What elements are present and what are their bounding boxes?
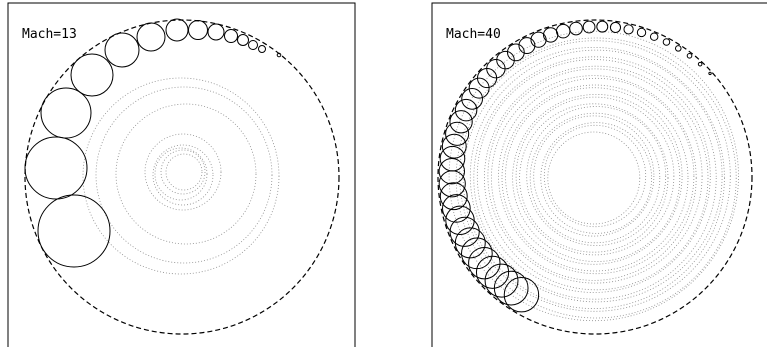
circle-chain (24, 18, 282, 268)
guide-circle (144, 133, 222, 211)
chain-circle (276, 52, 282, 58)
panel-frame (7, 2, 356, 347)
chain-circle (503, 277, 540, 313)
chain-circle (609, 21, 622, 33)
guide-circle (498, 77, 695, 275)
guide-circle (95, 86, 273, 264)
panel-mach-40: Mach=40 (431, 2, 767, 347)
chain-circle (697, 61, 703, 67)
chain-circle (248, 40, 258, 50)
chain-circle (439, 145, 466, 172)
chain-circle (507, 43, 525, 62)
guide-circle (512, 94, 681, 262)
panel-label: Mach=13 (22, 27, 77, 42)
chain-circle (468, 77, 490, 99)
guide-circle (82, 77, 280, 275)
panel-mach-13: Mach=13 (7, 2, 356, 347)
guide-circle (519, 103, 669, 253)
guide-circle (543, 124, 647, 228)
guide-circle (160, 149, 206, 195)
guide-circle (487, 68, 703, 284)
chain-circle (518, 37, 536, 55)
circle-chain (438, 20, 712, 313)
chain-circle (649, 32, 659, 41)
chain-circle (165, 18, 189, 42)
chain-circle (596, 20, 609, 33)
guide-circle (490, 75, 697, 281)
guide-circle (533, 115, 655, 237)
chain-circle (461, 87, 483, 110)
chain-circle (438, 158, 465, 185)
guide-circle (154, 147, 208, 201)
guide-circle (529, 112, 661, 244)
chain-circle (708, 71, 712, 76)
guide-circle (448, 30, 739, 322)
chain-circle (207, 23, 225, 41)
guide-circles (82, 77, 280, 275)
chain-circle (258, 45, 266, 53)
chain-circle (461, 237, 493, 270)
guide-circle (115, 103, 257, 245)
guide-circle (501, 84, 689, 272)
guide-circle (526, 106, 667, 246)
chain-circle (24, 136, 88, 200)
guide-circle (505, 87, 683, 265)
chain-circle (40, 87, 92, 139)
chain-circle (445, 121, 470, 146)
guide-circle (152, 144, 214, 206)
chain-circle (454, 98, 478, 122)
chain-circle (686, 52, 693, 59)
chain-circle (104, 32, 140, 68)
chain-circle (224, 29, 238, 43)
guide-circle (473, 56, 717, 300)
chain-circle (662, 38, 671, 46)
chain-circle (674, 45, 682, 52)
guide-circle (515, 96, 675, 256)
guide-circles (448, 30, 739, 322)
guide-circle (476, 59, 711, 293)
guide-circle (459, 40, 731, 312)
chain-circle (445, 205, 475, 236)
chain-circle (442, 194, 471, 223)
chain-circle (475, 255, 510, 289)
guide-circle (469, 49, 723, 303)
chain-circle (623, 24, 634, 35)
guide-circle (165, 153, 203, 191)
chain-circle (37, 194, 111, 268)
boundary-circle (437, 19, 753, 335)
chain-circle (439, 182, 468, 211)
guide-circle (547, 131, 641, 225)
guide-circle (462, 46, 725, 310)
chain-circle (70, 53, 114, 97)
guide-circle (484, 65, 709, 291)
chain-circle (441, 133, 467, 159)
chain-circle (188, 20, 208, 40)
chain-circle (569, 21, 583, 36)
panel-frame (431, 2, 767, 347)
chain-circle (530, 31, 547, 48)
guide-circle (455, 37, 737, 319)
guide-circle (540, 122, 652, 234)
chain-circle (636, 27, 647, 38)
chain-circle (555, 23, 571, 39)
chain-circle (449, 216, 480, 247)
chain-circle (543, 27, 559, 43)
panel-label: Mach=40 (446, 27, 501, 42)
chain-circle (237, 34, 249, 46)
chain-circle (449, 110, 473, 134)
chain-circle (468, 246, 501, 280)
chain-circle (582, 20, 596, 34)
chain-circle (484, 263, 519, 298)
chain-circle (136, 22, 166, 52)
